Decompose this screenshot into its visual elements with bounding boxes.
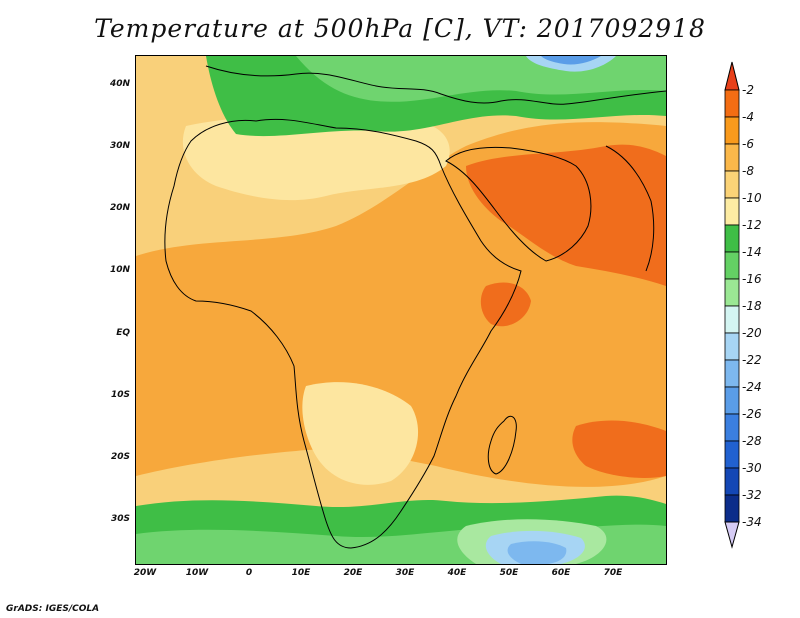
longitude-label: 20E (343, 568, 363, 578)
colorbar-segment (724, 116, 740, 145)
colorbar-label: -34 (742, 515, 762, 529)
colorbar-top-arrow (724, 61, 740, 91)
hot-field-ocean (572, 420, 666, 478)
longitude-label: 50E (499, 568, 519, 578)
africa-coastline (164, 118, 522, 549)
colorbar-segment (724, 197, 740, 226)
colorbar-segment (724, 170, 740, 199)
longitude-label: 0 (245, 568, 253, 578)
colorbar-label: -20 (742, 326, 762, 340)
longitude-label: 10E (291, 568, 311, 578)
colorbar-segment (724, 251, 740, 280)
colorbar-label: -2 (742, 83, 754, 97)
colorbar-label: -30 (742, 461, 762, 475)
longitude-label: 70E (603, 568, 623, 578)
colorbar: -2 -4 -6 -8 -10 -12 -14 -16 -18 -20 -22 -24 -26 -28 -3… (724, 61, 762, 549)
longitude-label: 60E (551, 568, 571, 578)
blue-north (541, 56, 601, 65)
longitude-label: 10W (185, 568, 209, 578)
colorbar-label: -22 (742, 353, 762, 367)
latitude-label: 10N (109, 265, 130, 275)
cool-field-south (302, 382, 419, 485)
colorbar-label: -12 (742, 218, 762, 232)
colorbar-label: -16 (742, 272, 762, 286)
colorbar-segment (724, 278, 740, 307)
blue-south (507, 541, 567, 564)
colorbar-label: -32 (742, 488, 762, 502)
colorbar-segment (724, 143, 740, 172)
map-title: Temperature at 500hPa [C], VT: 201709291… (94, 14, 706, 43)
colorbar-label: -28 (742, 434, 762, 448)
colorbar-segment (724, 440, 740, 469)
latitude-label: 20S (110, 452, 130, 462)
colorbar-segment (724, 224, 740, 253)
colorbar-segment (724, 89, 740, 118)
latitude-label: 30S (110, 514, 130, 524)
colorbar-label: -24 (742, 380, 762, 394)
longitude-label: 40E (447, 568, 467, 578)
colorbar-label: -14 (742, 245, 762, 259)
colorbar-label: -26 (742, 407, 762, 421)
map-plot-area (135, 55, 667, 565)
longitude-label: 20W (133, 568, 157, 578)
colorbar-label: -10 (742, 191, 762, 205)
colorbar-label: -6 (742, 137, 754, 151)
madagascar-coastline (487, 415, 517, 475)
colorbar-segment (724, 494, 740, 523)
colorbar-label: -4 (742, 110, 754, 124)
colorbar-segment (724, 467, 740, 496)
hot-field-horn (480, 282, 531, 327)
credit-label: GrADS: IGES/COLA (6, 604, 100, 614)
colorbar-bottom-arrow (724, 521, 740, 549)
colorbar-label: -8 (742, 164, 754, 178)
latitude-label: 10S (110, 390, 130, 400)
colorbar-label: -18 (742, 299, 762, 313)
colorbar-segment (724, 305, 740, 334)
latitude-label: EQ (116, 328, 130, 338)
arabia-coastline (445, 146, 592, 262)
hot-field-arabia (466, 144, 666, 286)
latitude-label: 30N (109, 141, 130, 151)
mediterranean-coastline (205, 65, 666, 105)
longitude-label: 30E (395, 568, 415, 578)
colorbar-segment (724, 332, 740, 361)
colorbar-segment (724, 386, 740, 415)
latitude-label: 40N (109, 79, 130, 89)
latitude-label: 20N (109, 203, 130, 213)
india-coastline (605, 145, 655, 272)
colorbar-segment (724, 413, 740, 442)
cool-field-sahara (182, 116, 450, 201)
colorbar-segment (724, 359, 740, 388)
